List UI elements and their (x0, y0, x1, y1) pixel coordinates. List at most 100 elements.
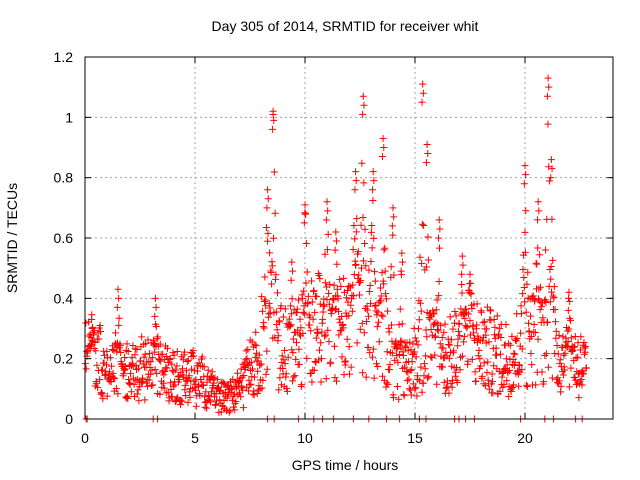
data-point (204, 366, 212, 374)
data-point (394, 358, 402, 366)
data-point (159, 350, 167, 358)
data-point (398, 320, 406, 328)
data-point (524, 268, 532, 276)
data-point (133, 346, 141, 354)
data-point (498, 369, 506, 377)
data-point (139, 377, 147, 385)
data-point (277, 302, 285, 310)
data-point (258, 307, 266, 315)
peak-point (324, 207, 332, 215)
data-point (251, 341, 259, 349)
data-point (123, 340, 131, 348)
data-point (412, 384, 420, 392)
data-point (176, 401, 184, 409)
data-point (175, 376, 183, 384)
data-point (286, 322, 294, 330)
data-point (178, 397, 186, 405)
data-point (323, 246, 331, 254)
data-point (282, 370, 290, 378)
peak-point (547, 174, 555, 182)
data-point (179, 356, 187, 364)
data-point (499, 383, 507, 391)
data-point (133, 390, 141, 398)
data-point (415, 316, 423, 324)
data-point (496, 325, 504, 333)
data-point (325, 300, 333, 308)
data-point (416, 299, 424, 307)
data-point (107, 378, 115, 386)
data-point (420, 222, 428, 230)
data-point (215, 386, 223, 394)
data-point (367, 257, 375, 265)
axis-ticks (84, 56, 613, 420)
peak-point (534, 216, 542, 224)
data-point (304, 299, 312, 307)
data-point (439, 344, 447, 352)
data-point (334, 295, 342, 303)
data-point (298, 295, 306, 303)
data-point (148, 382, 156, 390)
data-point (546, 177, 554, 185)
data-point (567, 364, 575, 372)
data-point (417, 363, 425, 371)
data-point (473, 300, 481, 308)
data-point (319, 301, 327, 309)
data-point (519, 290, 527, 298)
data-point (190, 352, 198, 360)
data-point (183, 357, 191, 365)
data-point (522, 308, 530, 316)
data-point (273, 326, 281, 334)
data-point (271, 209, 279, 217)
data-point (521, 248, 529, 256)
data-point (447, 379, 455, 387)
data-point (184, 398, 192, 406)
data-point (276, 374, 284, 382)
data-point (430, 310, 438, 318)
data-point (96, 328, 104, 336)
data-point (259, 376, 267, 384)
data-point (145, 376, 153, 384)
peak-point (390, 213, 398, 221)
data-point (353, 339, 361, 347)
data-point (534, 244, 542, 252)
data-point (517, 302, 525, 310)
data-point (153, 370, 161, 378)
data-point (454, 335, 462, 343)
data-point (523, 381, 531, 389)
data-point (285, 315, 293, 323)
data-point (479, 319, 487, 327)
peak-point (332, 228, 340, 236)
peak-point (388, 222, 396, 230)
data-point (203, 404, 211, 412)
data-point (360, 329, 368, 337)
data-point (318, 328, 326, 336)
data-point (110, 374, 118, 382)
peak-point (113, 303, 121, 311)
data-point (409, 380, 417, 388)
data-point (146, 349, 154, 357)
data-point (270, 234, 278, 242)
data-point (103, 347, 111, 355)
peak-point (351, 186, 359, 194)
data-point (433, 380, 441, 388)
data-point (399, 352, 407, 360)
data-point (383, 379, 391, 387)
data-point (300, 287, 308, 295)
data-point (239, 404, 247, 412)
data-point (251, 353, 259, 361)
data-point (95, 335, 103, 343)
data-point (572, 354, 580, 362)
peak-point (459, 261, 467, 269)
data-point (361, 240, 369, 248)
data-point (540, 297, 548, 305)
data-point (381, 267, 389, 275)
data-point (345, 343, 353, 351)
data-point (357, 277, 365, 285)
data-point (548, 288, 556, 296)
data-point (111, 375, 119, 383)
peak-point (287, 276, 295, 284)
data-point (254, 367, 262, 375)
data-point (96, 376, 104, 384)
data-point (546, 298, 554, 306)
peak-point (300, 219, 308, 227)
